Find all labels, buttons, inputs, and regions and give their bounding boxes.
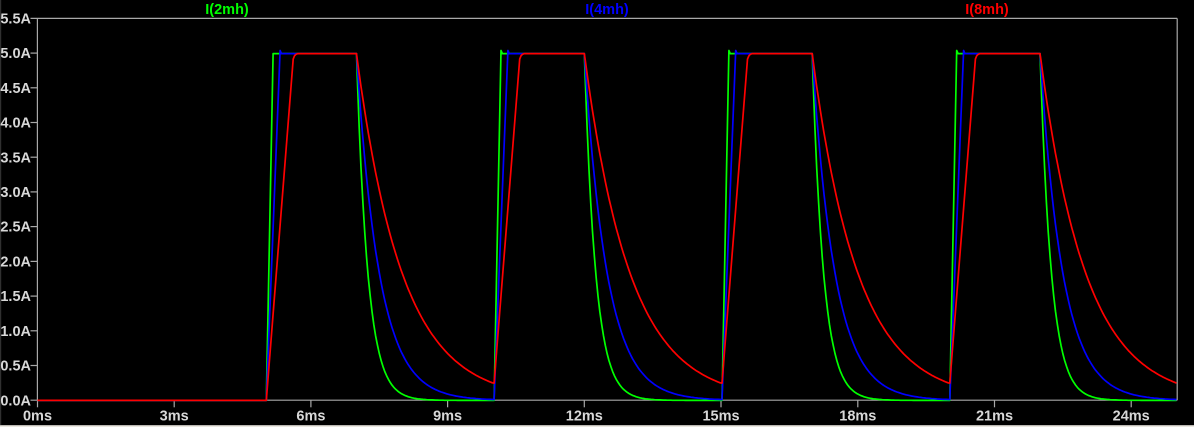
svg-text:I(4mh): I(4mh) — [585, 2, 629, 18]
svg-text:3.0A: 3.0A — [0, 185, 31, 201]
svg-text:9ms: 9ms — [433, 408, 462, 424]
svg-text:12ms: 12ms — [566, 408, 603, 424]
svg-text:4.5A: 4.5A — [0, 81, 31, 97]
svg-text:2.0A: 2.0A — [0, 255, 31, 271]
svg-text:15ms: 15ms — [702, 408, 739, 424]
svg-text:3ms: 3ms — [160, 408, 189, 424]
svg-text:I(2mh): I(2mh) — [205, 2, 249, 18]
svg-text:5.5A: 5.5A — [0, 12, 31, 28]
svg-text:3.5A: 3.5A — [0, 150, 31, 166]
svg-text:I(8mh): I(8mh) — [965, 2, 1009, 18]
svg-text:2.5A: 2.5A — [0, 220, 31, 236]
svg-text:1.5A: 1.5A — [0, 289, 31, 305]
svg-text:0.0A: 0.0A — [0, 393, 31, 409]
svg-text:21ms: 21ms — [976, 408, 1013, 424]
svg-text:4.0A: 4.0A — [0, 116, 31, 132]
svg-text:24ms: 24ms — [1113, 408, 1150, 424]
svg-text:1.0A: 1.0A — [0, 324, 31, 340]
svg-text:0.5A: 0.5A — [0, 359, 31, 375]
svg-text:18ms: 18ms — [839, 408, 876, 424]
svg-text:0ms: 0ms — [23, 408, 52, 424]
svg-text:5.0A: 5.0A — [0, 46, 31, 62]
svg-text:6ms: 6ms — [296, 408, 325, 424]
